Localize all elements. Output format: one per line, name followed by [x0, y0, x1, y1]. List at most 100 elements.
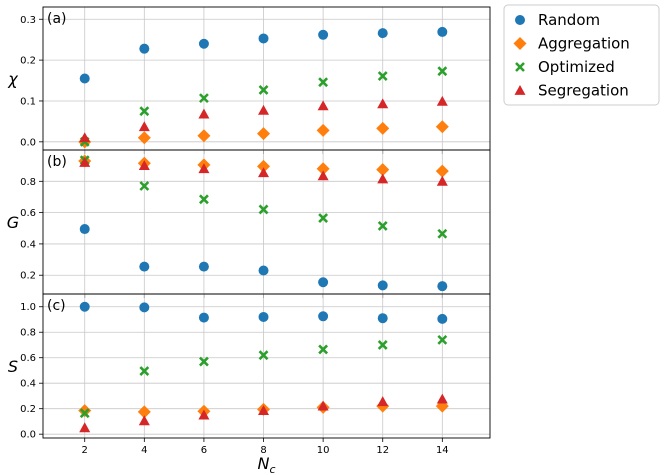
- series-optimized: [79, 334, 448, 419]
- data-point-random: [198, 261, 209, 272]
- data-point-aggregation: [78, 404, 92, 418]
- data-point-aggregation: [435, 120, 449, 134]
- legend-label-optimized: Optimized: [538, 58, 615, 76]
- series-random: [79, 301, 448, 324]
- y-tick-label: 0.2: [20, 404, 36, 415]
- data-point-random: [258, 33, 269, 44]
- data-point-segregation: [198, 409, 210, 420]
- data-point-optimized: [199, 194, 209, 205]
- legend-marker-aggregation: [513, 37, 527, 50]
- legend-box: [503, 4, 660, 106]
- y-tick-label: 0.2: [20, 271, 36, 282]
- panel-label: (a): [47, 11, 67, 27]
- data-point-segregation: [377, 98, 389, 109]
- x-axis: 2 4 6 8 10 12 14 Nc: [82, 445, 449, 475]
- data-point-random: [437, 281, 448, 292]
- y-axis-label: S: [8, 357, 18, 376]
- data-point-segregation: [436, 175, 448, 186]
- data-point-random: [198, 38, 209, 49]
- series-segregation: [79, 157, 448, 186]
- data-point-aggregation: [257, 159, 271, 173]
- data-point-segregation: [258, 405, 270, 416]
- legend-marker-segregation: [514, 85, 526, 95]
- panels: 0.00.10.20.3 (a)χ0.20.40.60.8(b)G0.00.20.…: [7, 6, 491, 442]
- x-tick-label: 2: [82, 445, 88, 456]
- data-point-optimized: [437, 334, 448, 345]
- y-tick-label: 0.8: [20, 328, 36, 339]
- data-point-random: [139, 302, 150, 313]
- panel-2: 0.0 0.2 0.4 0.6 0.8 1.0 (c) S: [8, 293, 491, 442]
- data-point-segregation: [436, 393, 448, 404]
- y-axis-label: χ: [7, 70, 18, 89]
- data-point-random: [318, 311, 329, 322]
- data-point-segregation: [377, 173, 389, 184]
- x-tick-label: 8: [260, 445, 266, 456]
- x-tick-label: 4: [141, 445, 147, 456]
- y-tick-label: 0.1: [20, 96, 36, 107]
- data-point-segregation: [317, 100, 329, 111]
- y-axis-label: G: [7, 213, 19, 232]
- panel-label: (c): [47, 298, 66, 314]
- data-point-optimized: [199, 93, 209, 104]
- data-point-segregation: [377, 396, 389, 407]
- data-point-random: [198, 312, 209, 323]
- data-point-aggregation: [257, 127, 271, 141]
- data-point-segregation: [79, 157, 91, 167]
- data-point-aggregation: [376, 163, 390, 177]
- data-point-random: [79, 224, 90, 235]
- series-segregation: [79, 393, 448, 433]
- panel-1: 0.2 0.4 0.6 0.8 (b) G: [7, 149, 491, 298]
- legend-marker-random: [515, 15, 525, 25]
- data-point-optimized: [139, 106, 150, 117]
- data-point-aggregation: [137, 131, 151, 145]
- y-tick-label: 0.4: [20, 379, 36, 390]
- data-point-random: [79, 301, 90, 312]
- x-axis-label: Nc: [257, 454, 275, 475]
- data-point-optimized: [258, 204, 269, 215]
- series-segregation: [79, 95, 448, 143]
- data-point-segregation: [198, 163, 210, 174]
- data-point-aggregation: [376, 121, 390, 135]
- data-point-optimized: [377, 71, 388, 81]
- y-tick-label: 0.3: [20, 15, 36, 26]
- panel-frame: [42, 6, 491, 151]
- y-tick-label: 0.8: [20, 177, 36, 188]
- data-point-random: [377, 313, 388, 324]
- series-random: [79, 26, 448, 84]
- y-tick-label: 0.0: [20, 137, 36, 148]
- data-point-segregation: [138, 121, 150, 132]
- data-point-aggregation: [316, 123, 330, 137]
- data-point-random: [318, 277, 329, 288]
- y-tick-label: 0.6: [20, 208, 36, 219]
- data-point-segregation: [258, 104, 270, 115]
- data-point-aggregation: [435, 164, 449, 178]
- data-point-random: [437, 313, 448, 324]
- y-tick-label: 0.2: [20, 56, 36, 67]
- legend-label-aggregation: Aggregation: [538, 35, 630, 53]
- y-tick-label: 1.0: [20, 302, 36, 313]
- y-tick-label: 0.6: [20, 353, 36, 364]
- series-random: [79, 224, 448, 292]
- data-point-random: [377, 28, 388, 39]
- data-point-optimized: [318, 77, 329, 88]
- data-point-optimized: [199, 356, 209, 367]
- panel-0: 0.0 0.1 0.2 0.3 (a) χ: [7, 6, 491, 154]
- data-point-optimized: [79, 408, 90, 419]
- panel-label: (b): [47, 154, 67, 170]
- legend-label-segregation: Segregation: [538, 82, 629, 100]
- y-tick-label: 0.4: [20, 239, 36, 250]
- data-point-random: [139, 261, 150, 272]
- data-point-segregation: [317, 170, 329, 181]
- panel-frame: [42, 293, 491, 439]
- x-tick-label: 6: [201, 445, 207, 456]
- data-point-random: [437, 26, 448, 37]
- data-point-optimized: [258, 350, 269, 361]
- data-point-segregation: [79, 132, 91, 143]
- data-point-optimized: [437, 228, 448, 239]
- data-point-optimized: [139, 181, 150, 191]
- x-tick-label: 14: [436, 445, 449, 456]
- data-point-optimized: [318, 213, 329, 224]
- legend: Random Aggregation Optimized Segregation: [503, 4, 660, 106]
- data-point-random: [258, 265, 269, 276]
